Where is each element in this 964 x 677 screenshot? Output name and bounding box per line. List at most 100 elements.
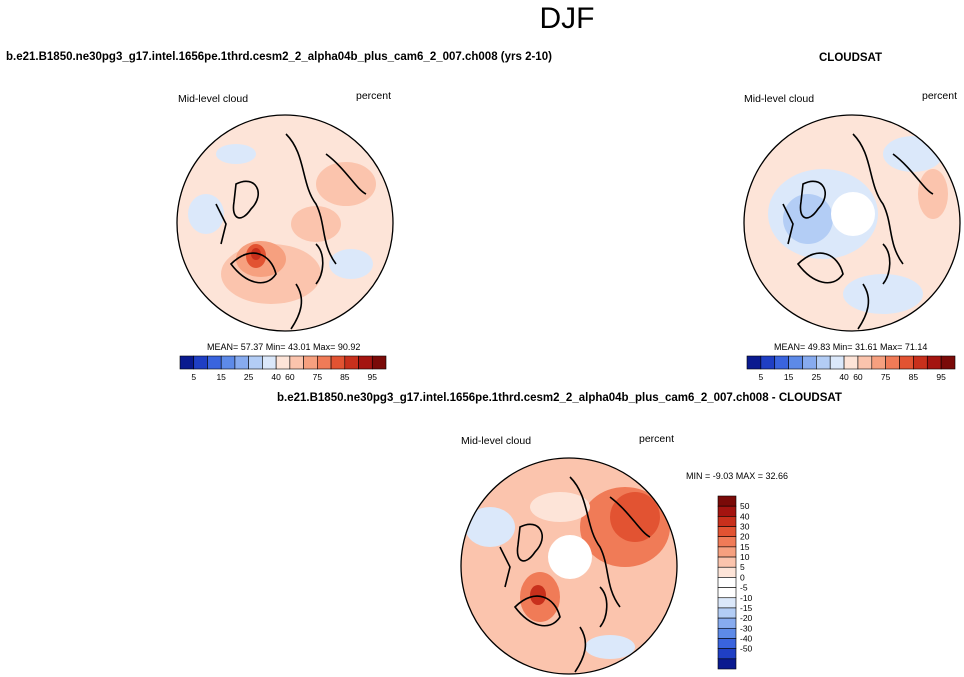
colorbar-swatch: [926, 355, 942, 370]
colorbar-tick-label: 60: [853, 372, 863, 382]
colorbar-tick-label: -50: [740, 644, 753, 654]
colorbar-tick-label: 85: [909, 372, 919, 382]
diff-units-label: percent: [639, 433, 675, 445]
colorbar-swatch: [940, 355, 956, 370]
model-map: [176, 114, 394, 332]
colorbar-swatch: [717, 587, 737, 599]
model-variable-label: Mid-level cloud: [178, 93, 249, 105]
colorbar-swatch: [262, 355, 277, 370]
colorbar-tick-label: 75: [881, 372, 891, 382]
colorbar-swatch: [816, 355, 831, 370]
diff-map: [460, 457, 678, 675]
season-title: DJF: [539, 2, 595, 35]
colorbar-swatch: [717, 577, 737, 588]
colorbar-swatch: [317, 355, 332, 370]
colorbar-tick-label: 20: [740, 532, 750, 542]
colorbar-swatch: [234, 355, 249, 370]
obs-map: [743, 114, 961, 332]
colorbar-swatch: [220, 355, 236, 370]
colorbar-swatch: [717, 556, 737, 568]
colorbar-swatch: [843, 355, 859, 370]
diff-stats: MIN = -9.03 MAX = 32.66: [686, 471, 789, 481]
colorbar-tick-label: -5: [740, 583, 748, 593]
obs-coastlines: [782, 133, 934, 330]
colorbar-tick-label: -20: [740, 613, 753, 623]
colorbar-swatch: [717, 617, 737, 629]
diff-variable-label: Mid-level cloud: [461, 435, 532, 447]
diff-panel-title: b.e21.B1850.ne30pg3_g17.intel.1656pe.1th…: [277, 392, 842, 404]
colorbar-swatch: [717, 505, 737, 517]
colorbar-swatch: [717, 495, 737, 507]
colorbar-tick-label: 40: [271, 372, 281, 382]
colorbar-tick-label: 50: [740, 501, 750, 511]
colorbar-swatch: [746, 355, 762, 370]
colorbar-swatch: [774, 355, 789, 370]
colorbar-tick-label: 25: [812, 372, 822, 382]
colorbar-tick-label: 15: [784, 372, 794, 382]
colorbar-tick-label: 95: [936, 372, 946, 382]
colorbar-tick-label: 5: [191, 372, 196, 382]
colorbar-swatch: [371, 355, 387, 370]
colorbar-tick-label: 15: [740, 542, 750, 552]
colorbar-tick-label: 10: [740, 552, 750, 562]
colorbar-swatch: [717, 658, 737, 670]
colorbar-swatch: [885, 355, 900, 370]
colorbar-swatch: [275, 355, 291, 370]
colorbar-tick-label: 40: [740, 511, 750, 521]
colorbar-swatch: [303, 355, 318, 370]
colorbar-swatch: [717, 648, 737, 660]
model-stats: MEAN= 57.37 Min= 43.01 Max= 90.92: [207, 342, 361, 352]
colorbar-tick-label: 75: [313, 372, 323, 382]
colorbar-tick-label: -10: [740, 593, 753, 603]
colorbar-tick-label: 5: [740, 562, 745, 572]
colorbar-swatch: [717, 607, 737, 619]
colorbar-tick-label: 30: [740, 522, 750, 532]
colorbar-tick-label: 40: [839, 372, 849, 382]
colorbar-swatch: [717, 566, 737, 578]
model-panel-title: b.e21.B1850.ne30pg3_g17.intel.1656pe.1th…: [6, 51, 552, 63]
colorbar-swatch: [899, 355, 914, 370]
colorbar-swatch: [717, 638, 737, 649]
colorbar-tick-label: 85: [340, 372, 350, 382]
model-units-label: percent: [356, 90, 392, 102]
colorbar-swatch: [871, 355, 886, 370]
colorbar-swatch: [857, 355, 873, 370]
colorbar-tick-label: 95: [368, 372, 378, 382]
colorbar-swatch: [717, 597, 737, 609]
colorbar-swatch: [717, 536, 737, 548]
obs-stats: MEAN= 49.83 Min= 31.61 Max= 71.14: [774, 342, 928, 352]
colorbar-swatch: [248, 355, 263, 370]
model-colorbar: 5 15 25 40 60 75 85 95: [179, 355, 387, 382]
colorbar-swatch: [344, 355, 359, 370]
colorbar-tick-label: 60: [285, 372, 295, 382]
obs-units-label: percent: [922, 90, 958, 102]
colorbar-swatch: [717, 526, 737, 538]
colorbar-swatch: [717, 627, 737, 639]
colorbar-tick-label: 25: [244, 372, 254, 382]
colorbar-tick-label: 15: [216, 372, 226, 382]
colorbar-swatch: [289, 355, 304, 370]
colorbar-swatch: [717, 516, 737, 527]
colorbar-tick-label: -15: [740, 603, 753, 613]
colorbar-swatch: [913, 355, 928, 370]
colorbar-tick-label: 0: [740, 572, 745, 582]
colorbar-tick-label: -30: [740, 623, 753, 633]
colorbar-swatch: [788, 355, 803, 370]
colorbar-swatch: [193, 355, 208, 370]
colorbar-swatch: [179, 355, 195, 370]
colorbar-swatch: [829, 355, 845, 370]
colorbar-tick-label: 5: [758, 372, 763, 382]
colorbar-swatch: [802, 355, 817, 370]
diff-coastlines: [499, 476, 651, 673]
obs-colorbar: 5 15 25 40 60 75 85 95: [746, 355, 956, 382]
obs-variable-label: Mid-level cloud: [744, 93, 815, 105]
colorbar-swatch: [358, 355, 373, 370]
colorbar-tick-label: -40: [740, 633, 753, 643]
model-coastlines: [215, 133, 367, 330]
obs-panel-title: CLOUDSAT: [819, 52, 883, 64]
colorbar-swatch: [207, 355, 222, 370]
colorbar-swatch: [330, 355, 346, 370]
colorbar-swatch: [760, 355, 776, 370]
colorbar-swatch: [717, 546, 737, 558]
